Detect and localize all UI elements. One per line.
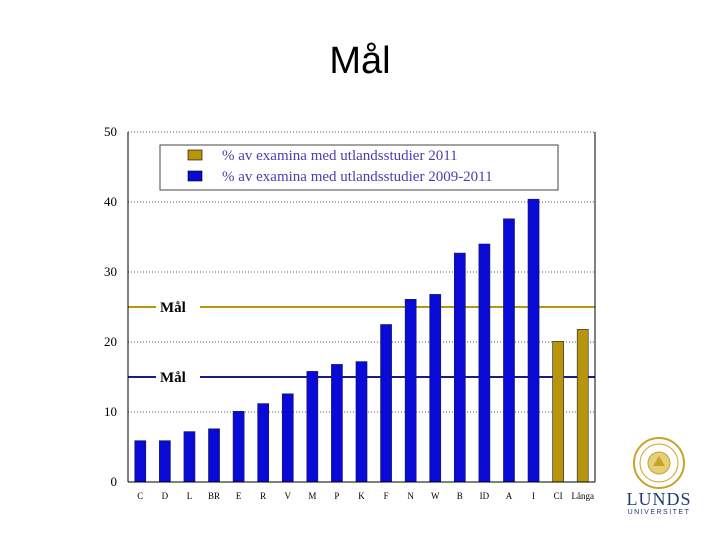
y-tick-label: 50 [104, 124, 117, 139]
x-tick-label: L [187, 491, 193, 501]
x-tick-label: R [260, 491, 266, 501]
bar [527, 198, 540, 483]
axes: 0 10 20 30 40 50 C D L BR E R V M P K F N W B ID A I CI Långa [104, 124, 596, 501]
x-tick-label: B [457, 491, 463, 501]
legend-box [159, 144, 559, 191]
legend: % av examina med utlandsstudier 2011 % av… [159, 144, 559, 191]
x-tick-label: I [532, 491, 535, 501]
x-tick-label: A [506, 491, 513, 501]
y-tick-label: 10 [104, 404, 117, 419]
y-tick-label: 30 [104, 264, 117, 279]
x-tick-label: CI [554, 491, 563, 501]
bar [404, 298, 417, 483]
x-tick-label: K [358, 491, 365, 501]
goal-label: Mål [160, 300, 186, 316]
x-tick-label: BR [208, 491, 220, 501]
x-tick-label: F [384, 491, 389, 501]
y-tick-label: 20 [104, 334, 117, 349]
bar [281, 393, 294, 483]
slide-title: Mål [329, 40, 391, 82]
x-tick-label: ID [480, 491, 490, 501]
bar [380, 324, 392, 483]
legend-label: % av examina med utlandsstudier 2009-201… [222, 169, 493, 185]
x-tick-label: Långa [571, 491, 594, 501]
x-tick-label: P [334, 491, 339, 501]
bar [478, 243, 491, 483]
x-tick-label: C [137, 491, 143, 501]
bar [183, 431, 196, 483]
bar [355, 361, 368, 483]
bar [453, 252, 466, 483]
y-tick-label: 0 [111, 474, 118, 489]
legend-swatch [187, 170, 203, 182]
y-tick-label: 40 [104, 194, 117, 209]
bar [576, 329, 589, 483]
bar [208, 428, 220, 483]
bar [159, 440, 171, 483]
goal-label: Mål [160, 370, 186, 386]
lund-university-seal-icon [633, 437, 685, 489]
lund-university-logo: LUNDS UNIVERSITET [620, 436, 698, 520]
bar [257, 403, 270, 483]
bar [134, 440, 147, 483]
bar [552, 340, 564, 483]
x-tick-label: M [308, 491, 316, 501]
legend-label: % av examina med utlandsstudier 2011 [222, 148, 458, 164]
x-tick-label: E [236, 491, 242, 501]
x-tick-label: W [431, 491, 440, 501]
x-tick-label: D [162, 491, 169, 501]
bar [232, 410, 245, 483]
bar [331, 364, 343, 483]
bar [429, 294, 442, 483]
x-tick-label: N [407, 491, 414, 501]
legend-swatch [187, 149, 203, 161]
logo-subtitle: UNIVERSITET [627, 509, 691, 516]
bars [134, 198, 589, 483]
bar [306, 371, 319, 483]
logo-wordmark: LUNDS [626, 489, 692, 509]
bar [503, 218, 515, 483]
x-tick-label: V [285, 491, 292, 501]
